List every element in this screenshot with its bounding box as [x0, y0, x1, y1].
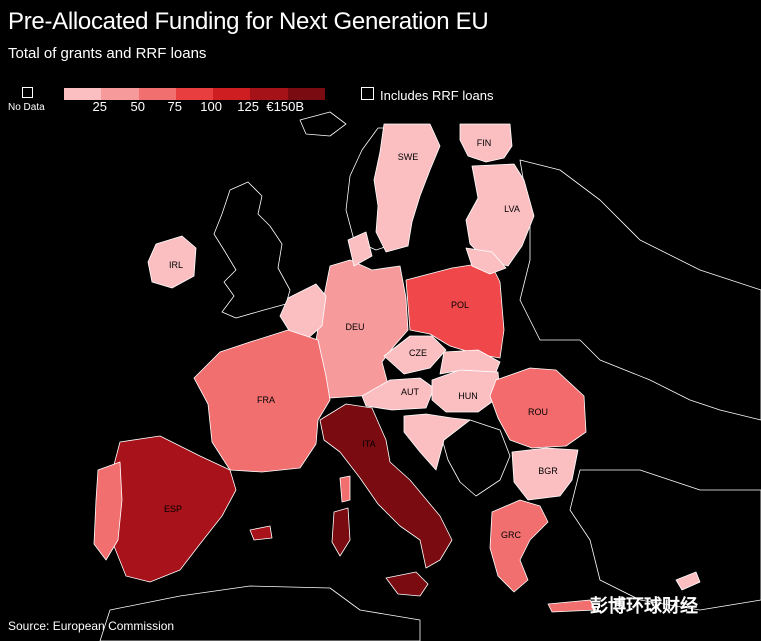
- country-SIC: [385, 571, 429, 597]
- scale-segment: [175, 88, 214, 100]
- balkans-outline: [439, 419, 511, 497]
- scale-tick: 50: [130, 99, 145, 114]
- scale-tick: 100: [200, 99, 222, 114]
- scale-segment: [101, 88, 139, 100]
- label-ROU: ROU: [528, 407, 548, 417]
- country-SWE: [373, 123, 441, 253]
- label-AUT: AUT: [401, 387, 420, 397]
- country-ITA: [319, 403, 453, 569]
- scale-segment: [250, 88, 288, 100]
- east-outline: [519, 159, 761, 421]
- scale-segment: [213, 88, 251, 100]
- label-FIN: FIN: [477, 138, 492, 148]
- label-CZE: CZE: [409, 348, 427, 358]
- scale-segment: [64, 88, 102, 100]
- label-SWE: SWE: [398, 152, 419, 162]
- label-LVA: LVA: [504, 204, 520, 214]
- country-IRL: [147, 235, 197, 289]
- scale-tick: 75: [167, 99, 182, 114]
- label-IRL: IRL: [169, 260, 183, 270]
- country-SVN-HRV: [403, 413, 471, 471]
- iceland-outline: [299, 111, 347, 137]
- chart-subtitle: Total of grants and RRF loans: [8, 45, 207, 62]
- country-COR: [339, 475, 351, 503]
- great-britain-outline: [213, 181, 291, 319]
- color-scale: [64, 88, 325, 100]
- country-DNK: [347, 231, 373, 267]
- label-FRA: FRA: [257, 395, 275, 405]
- scale-tick: 25: [92, 99, 107, 114]
- country-BAL: [249, 525, 273, 541]
- no-data-swatch: [22, 87, 33, 98]
- watermark: 彭博环球财经: [590, 596, 698, 616]
- scale-tick: 125: [237, 99, 259, 114]
- country-LTU-EST: [465, 247, 507, 275]
- chart-title: Pre-Allocated Funding for Next Generatio…: [8, 8, 489, 35]
- scale-segment: [138, 88, 176, 100]
- label-GRC: GRC: [501, 530, 522, 540]
- country-GRC: [489, 499, 549, 593]
- label-HUN: HUN: [458, 391, 478, 401]
- label-ESP: ESP: [164, 504, 182, 514]
- north-africa-outline: [99, 585, 421, 641]
- country-LVA: [465, 163, 535, 267]
- country-SAR: [331, 507, 351, 557]
- no-data-label: No Data: [8, 102, 45, 113]
- scale-tick: €150B: [266, 99, 304, 114]
- country-BGR: [511, 447, 579, 501]
- country-BENELUX: [279, 283, 327, 341]
- country-PRT: [93, 461, 123, 561]
- source-note: Source: European Commission: [8, 619, 175, 633]
- country-CZE: [383, 335, 447, 375]
- label-BGR: BGR: [538, 466, 558, 476]
- country-SVK: [439, 349, 501, 375]
- label-POL: POL: [451, 300, 469, 310]
- rrf-swatch: [361, 87, 374, 100]
- country-CYP: [675, 571, 701, 591]
- turkey-outline: [569, 469, 761, 611]
- country-CRT: [547, 599, 597, 613]
- scale-segment: [287, 88, 325, 100]
- country-ROU: [489, 367, 587, 449]
- country-AUT: [361, 377, 435, 411]
- country-FRA: [193, 329, 331, 473]
- rrf-label: Includes RRF loans: [380, 88, 494, 103]
- label-ITA: ITA: [362, 439, 375, 449]
- country-FIN: [459, 123, 513, 163]
- label-DEU: DEU: [345, 322, 364, 332]
